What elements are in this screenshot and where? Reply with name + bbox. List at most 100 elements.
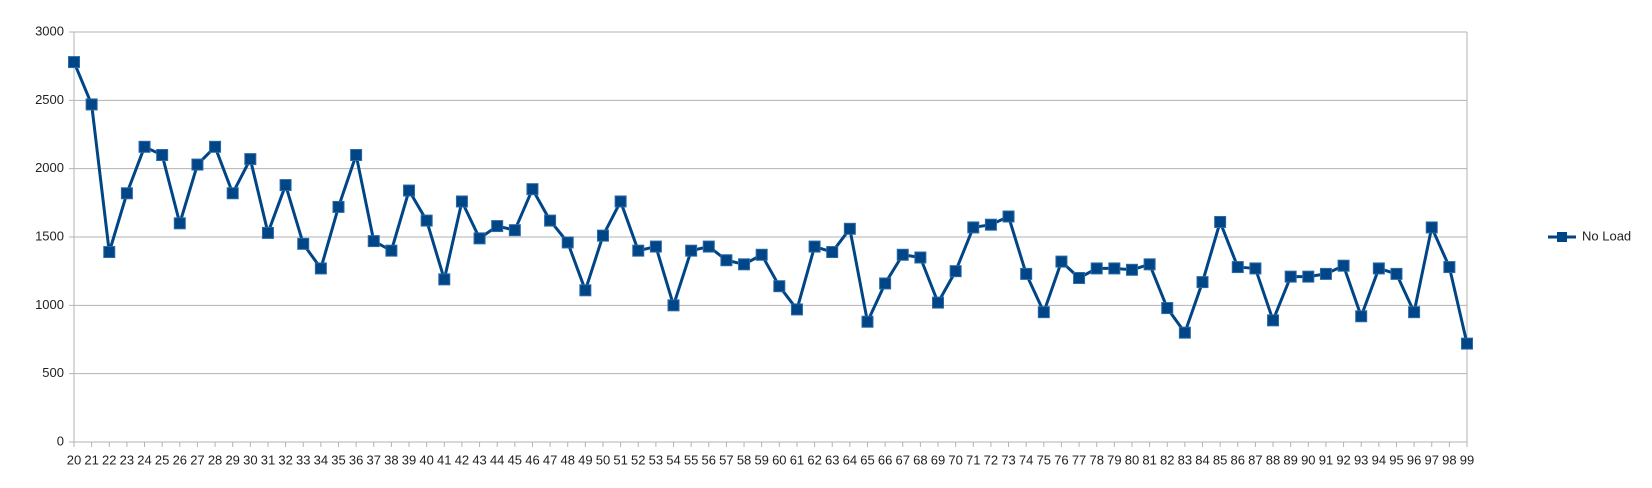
y-tick-label: 2500 <box>35 92 64 107</box>
marker <box>332 200 345 213</box>
marker <box>1443 261 1456 274</box>
marker <box>314 262 327 275</box>
x-tick-label: 72 <box>984 452 998 467</box>
x-tick-label: 88 <box>1266 452 1280 467</box>
marker <box>367 235 380 248</box>
x-tick-label: 59 <box>754 452 768 467</box>
marker <box>790 303 803 316</box>
marker <box>261 226 274 239</box>
marker <box>720 254 733 267</box>
marker <box>896 248 909 261</box>
x-tick-label: 87 <box>1248 452 1262 467</box>
marker <box>1073 272 1086 284</box>
y-tick-label: 0 <box>57 433 64 448</box>
x-tick-label: 25 <box>155 452 169 467</box>
marker <box>350 149 363 161</box>
marker <box>614 195 627 208</box>
marker <box>808 240 821 253</box>
x-tick-label: 68 <box>913 452 927 467</box>
x-tick-label: 96 <box>1407 452 1421 467</box>
marker <box>1372 262 1385 275</box>
x-tick-label: 20 <box>67 452 81 467</box>
marker <box>1425 221 1438 234</box>
marker <box>1037 306 1050 319</box>
x-tick-label: 97 <box>1424 452 1438 467</box>
marker <box>244 153 257 166</box>
marker <box>526 183 539 196</box>
marker <box>1143 258 1156 271</box>
x-tick-label: 98 <box>1442 452 1456 467</box>
marker <box>1390 267 1403 280</box>
x-tick-label: 80 <box>1125 452 1139 467</box>
x-tick-label: 77 <box>1072 452 1086 467</box>
marker <box>1214 215 1227 228</box>
x-tick-label: 38 <box>384 452 398 467</box>
marker <box>156 149 169 161</box>
x-tick-label: 75 <box>1037 452 1051 467</box>
marker <box>1249 262 1262 275</box>
x-tick-label: 34 <box>314 452 328 467</box>
marker <box>85 98 98 111</box>
y-tick-label: 1500 <box>35 228 64 243</box>
x-tick-label: 44 <box>490 452 504 467</box>
x-tick-label: 22 <box>102 452 116 467</box>
x-tick-label: 65 <box>860 452 874 467</box>
x-tick-label: 66 <box>878 452 892 467</box>
marker <box>1161 302 1174 315</box>
marker <box>1002 210 1015 223</box>
marker <box>932 296 945 309</box>
x-tick-label: 92 <box>1336 452 1350 467</box>
x-tick-label: 67 <box>896 452 910 467</box>
marker <box>1231 261 1244 274</box>
x-tick-label: 50 <box>596 452 610 467</box>
x-tick-label: 21 <box>84 452 98 467</box>
x-tick-label: 90 <box>1301 452 1315 467</box>
marker <box>1284 270 1297 283</box>
x-tick-label: 52 <box>631 452 645 467</box>
x-tick-label: 69 <box>931 452 945 467</box>
x-tick-label: 62 <box>807 452 821 467</box>
marker <box>1090 262 1103 275</box>
marker <box>826 246 839 259</box>
marker <box>984 218 997 231</box>
marker <box>103 246 116 259</box>
x-tick-label: 37 <box>367 452 381 467</box>
marker <box>279 179 292 192</box>
marker <box>667 299 680 312</box>
marker <box>1125 263 1138 276</box>
x-tick-label: 55 <box>684 452 698 467</box>
marker <box>1196 276 1209 289</box>
marker <box>1355 310 1368 323</box>
marker <box>138 140 151 153</box>
x-tick-label: 57 <box>719 452 733 467</box>
series-line <box>72 61 1469 344</box>
marker <box>226 187 239 200</box>
marker <box>544 214 557 227</box>
marker <box>1408 306 1421 319</box>
x-tick-label: 41 <box>437 452 451 467</box>
x-tick-label: 70 <box>948 452 962 467</box>
x-tick-label: 32 <box>278 452 292 467</box>
x-tick-label: 86 <box>1231 452 1245 467</box>
x-tick-label: 31 <box>261 452 275 467</box>
x-tick-label: 84 <box>1195 452 1209 467</box>
x-tick-label: 56 <box>702 452 716 467</box>
x-tick-label: 24 <box>137 452 151 467</box>
marker <box>491 220 504 233</box>
x-tick-label: 81 <box>1142 452 1156 467</box>
x-tick-label: 99 <box>1460 452 1474 467</box>
marker <box>420 214 433 227</box>
x-tick-label: 46 <box>525 452 539 467</box>
marker <box>755 248 768 261</box>
marker <box>861 315 874 328</box>
marker <box>1461 337 1473 350</box>
marker <box>738 258 751 271</box>
x-tick-label: 61 <box>790 452 804 467</box>
marker <box>579 284 592 297</box>
x-tick-label: 29 <box>225 452 239 467</box>
x-tick-label: 78 <box>1089 452 1103 467</box>
marker <box>843 222 856 235</box>
marker <box>403 184 416 197</box>
x-tick-label: 45 <box>508 452 522 467</box>
x-tick-label: 54 <box>666 452 680 467</box>
